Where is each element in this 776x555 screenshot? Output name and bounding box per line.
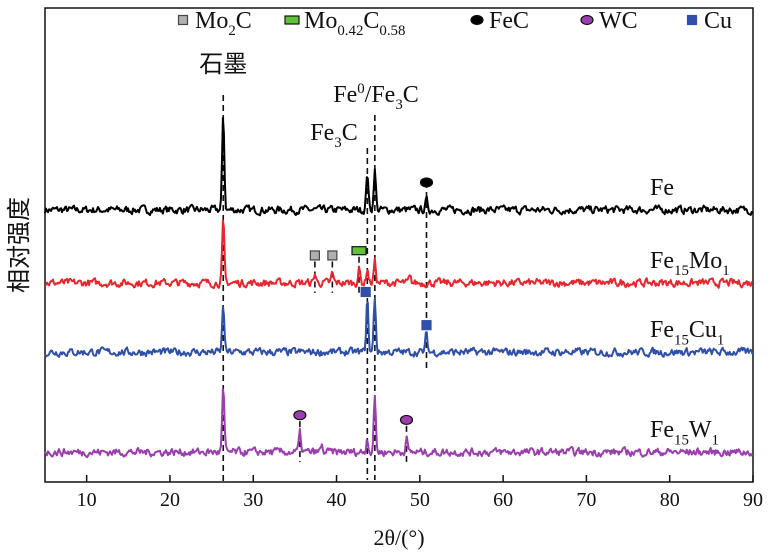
legend-item-mo2c: Mo2C: [177, 8, 252, 39]
x-tick-label: 50: [410, 489, 430, 511]
x-tick-label: 10: [77, 489, 97, 511]
plot-frame: [44, 7, 754, 483]
x-tick-label: 20: [160, 489, 180, 511]
phase-marker-cu: [360, 286, 371, 298]
legend-label: FeC: [489, 8, 529, 34]
legend-item-mo042c058: Mo0.42C0.58: [284, 8, 405, 39]
x-tick-label: 90: [743, 489, 763, 511]
fe3c-annotation: Fe3C: [310, 120, 357, 151]
phase-marker-wc: [293, 410, 307, 421]
legend-label: WC: [599, 8, 638, 34]
series-line-fe15cu1: [44, 297, 754, 358]
series-label-fe15cu1: Fe15Cu1: [650, 317, 724, 348]
phase-marker-wc: [399, 414, 414, 426]
graphite-annotation: 石墨: [199, 52, 247, 78]
legend-marker-icon: [177, 14, 189, 26]
y-axis-label: 相对强度: [6, 197, 33, 293]
legend-item-fec: FeC: [470, 8, 529, 34]
x-axis-label: 2θ/(°): [373, 525, 424, 550]
legend-marker-icon: [284, 15, 300, 25]
fe0-fe3c-annotation: Fe0/Fe3C: [333, 81, 419, 113]
legend-label: Cu: [704, 8, 732, 34]
phase-marker-cu: [421, 320, 432, 331]
phase-marker-mo042c058: [351, 246, 367, 256]
x-tick-label: 40: [327, 489, 347, 511]
legend-marker-icon: [470, 14, 484, 26]
series-label-fe: Fe: [650, 175, 674, 201]
legend-item-wc: WC: [580, 8, 638, 34]
phase-marker-fec: [419, 177, 434, 188]
phase-marker-mo2c: [309, 250, 320, 261]
legend-label: Mo0.42C0.58: [304, 8, 405, 39]
legend-item-cu: Cu: [686, 8, 732, 34]
series-line-fe: [44, 117, 754, 217]
legend-label: Mo2C: [195, 8, 252, 39]
series-line-fe15mo1: [44, 219, 754, 290]
series-label-fe15mo1: Fe15Mo1: [650, 248, 730, 279]
legend-marker-icon: [686, 14, 698, 26]
x-tick-label: 70: [576, 489, 596, 511]
x-tick-label: 80: [660, 489, 680, 511]
x-tick-label: 30: [243, 489, 263, 511]
series-line-fe15w1: [44, 388, 754, 459]
x-tick-label: 60: [493, 489, 513, 511]
series-label-fe15w1: Fe15W1: [650, 417, 719, 448]
legend-marker-icon: [580, 14, 594, 26]
phase-marker-mo2c: [327, 250, 338, 261]
